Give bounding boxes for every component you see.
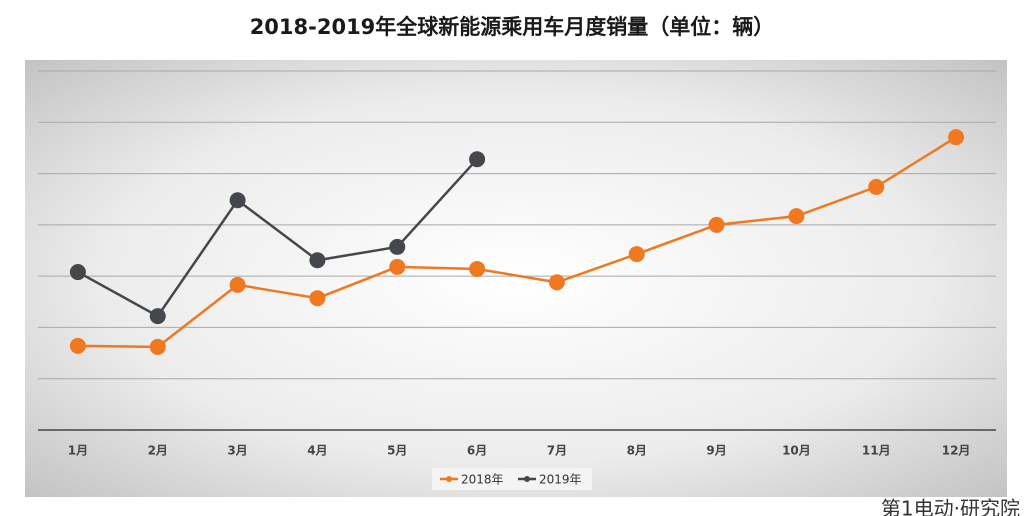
data-point <box>309 252 326 269</box>
series-line <box>77 158 479 318</box>
plot-background <box>25 60 1007 497</box>
data-point <box>548 274 565 291</box>
chart-title: 2018-2019年全球新能源乘用车月度销量（单位：辆） <box>250 15 775 39</box>
data-point <box>229 192 246 209</box>
x-tick-label: 4月 <box>307 444 327 458</box>
data-point <box>469 151 486 168</box>
x-tick-label: 3月 <box>227 444 247 458</box>
data-point <box>389 238 406 255</box>
legend-swatch-marker <box>446 476 452 482</box>
legend-label: 2018年 <box>461 473 504 487</box>
watermark: 第1电动·研究院 <box>881 497 1020 516</box>
data-point <box>69 264 86 281</box>
data-point <box>868 178 885 195</box>
x-tick-label: 7月 <box>547 444 567 458</box>
x-tick-label: 2月 <box>148 444 168 458</box>
legend-swatch-marker <box>524 476 530 482</box>
data-point <box>628 246 645 263</box>
data-point <box>469 260 486 277</box>
x-tick-label: 11月 <box>862 444 891 458</box>
x-tick-label: 12月 <box>942 444 971 458</box>
data-point <box>708 216 725 233</box>
x-tick-label: 10月 <box>782 444 811 458</box>
data-point <box>948 129 965 146</box>
x-tick-label: 6月 <box>467 444 487 458</box>
legend-label: 2019年 <box>539 473 582 487</box>
x-tick-label: 1月 <box>68 444 88 458</box>
data-point <box>149 338 166 355</box>
data-point <box>69 337 86 354</box>
legend-box <box>432 468 592 490</box>
data-point <box>389 258 406 275</box>
x-tick-label: 9月 <box>706 444 726 458</box>
x-tick-label: 5月 <box>387 444 407 458</box>
x-tick-label: 8月 <box>627 444 647 458</box>
data-point <box>149 308 166 325</box>
data-point <box>309 290 326 307</box>
data-point <box>229 276 246 293</box>
data-point <box>788 208 805 225</box>
series-line <box>77 136 957 349</box>
